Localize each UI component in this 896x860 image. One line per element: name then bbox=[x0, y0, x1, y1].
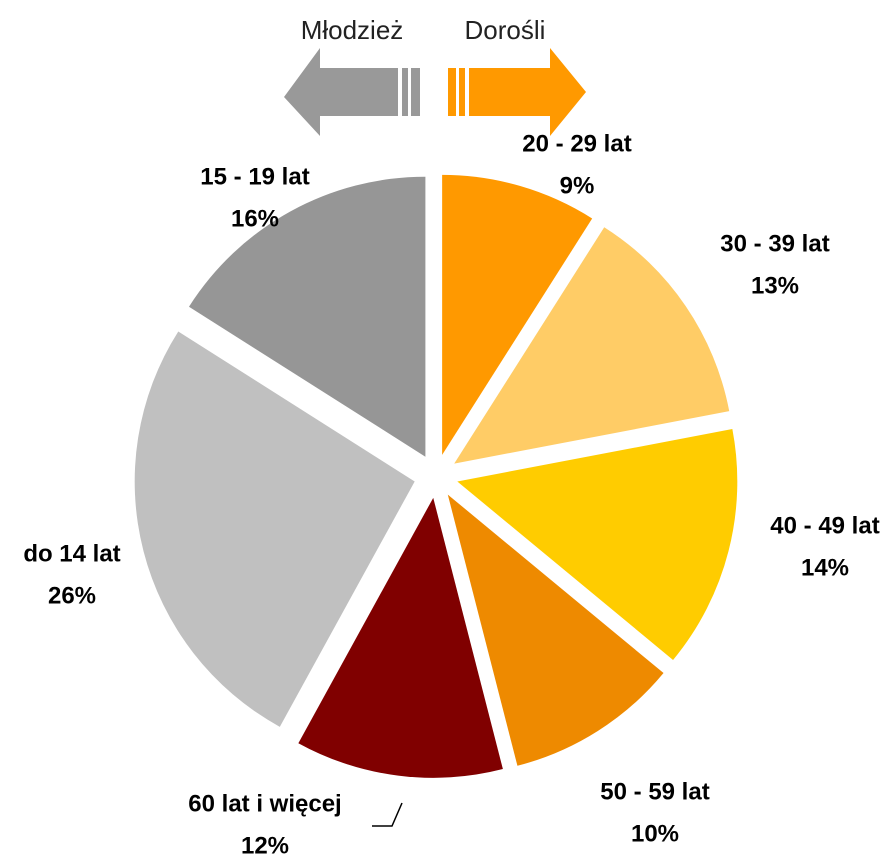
arrow-youth bbox=[284, 48, 420, 136]
value-label: 12% bbox=[241, 832, 289, 859]
pie-slice bbox=[298, 497, 503, 778]
value-label: 26% bbox=[48, 582, 96, 609]
slice-label: 60 lat i więcej bbox=[188, 790, 341, 817]
slice-label: 40 - 49 lat bbox=[770, 512, 879, 539]
value-label: 9% bbox=[560, 172, 595, 199]
pie-slice bbox=[457, 429, 738, 660]
pie-slice bbox=[188, 176, 426, 457]
pie-slice bbox=[134, 331, 415, 727]
annotation: Młodzież bbox=[301, 15, 404, 45]
arrow-stripe bbox=[456, 68, 459, 116]
value-label: 14% bbox=[801, 554, 849, 581]
slice-label: 15 - 19 lat bbox=[200, 163, 309, 190]
slice-label: 50 - 59 lat bbox=[600, 778, 709, 805]
slice-label: 20 - 29 lat bbox=[522, 130, 631, 157]
arrow-stripe bbox=[465, 68, 469, 116]
pie-slice bbox=[454, 227, 730, 464]
annotation: Dorośli bbox=[465, 15, 546, 45]
arrow-stripe bbox=[408, 68, 411, 116]
value-label: 13% bbox=[751, 272, 799, 299]
arrow-adults bbox=[448, 48, 586, 136]
pie-slice bbox=[442, 174, 593, 455]
pie-slice bbox=[447, 494, 664, 766]
leader-line bbox=[372, 802, 403, 827]
value-label: 10% bbox=[631, 820, 679, 847]
arrow-stripe bbox=[398, 68, 402, 116]
slice-label: do 14 lat bbox=[23, 540, 120, 567]
value-label: 16% bbox=[231, 205, 279, 232]
group-arrows: Młodzież Dorośli bbox=[284, 15, 586, 136]
slice-label: 30 - 39 lat bbox=[720, 230, 829, 257]
